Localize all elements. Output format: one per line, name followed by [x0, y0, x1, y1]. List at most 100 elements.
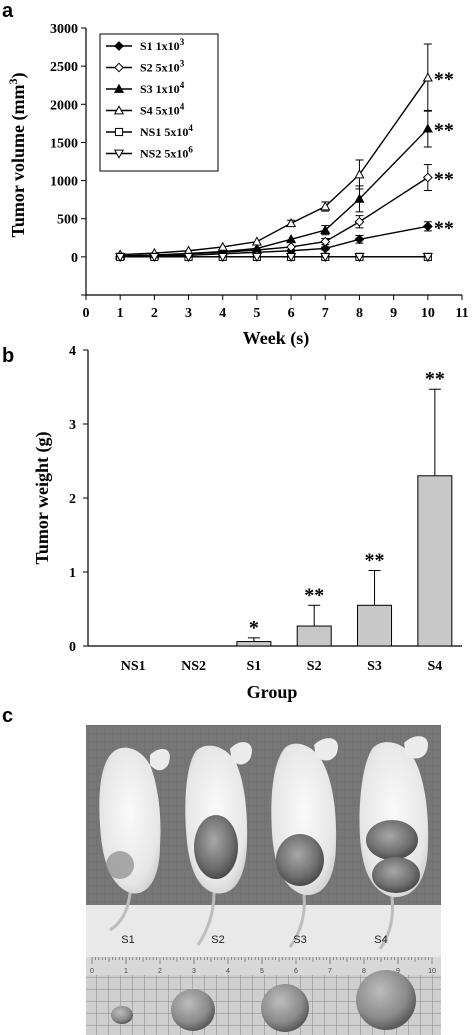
x-tick-label: S1	[246, 659, 261, 674]
x-tick-label: 3	[185, 306, 192, 321]
data-point	[422, 172, 433, 183]
data-point	[320, 201, 331, 211]
data-point	[320, 224, 331, 235]
legend-marker	[113, 149, 125, 159]
ruler-number: 10	[428, 968, 436, 975]
ruler-number: 9	[396, 968, 400, 975]
x-tick-label: 11	[455, 306, 468, 321]
x-tick-label: NS1	[121, 659, 146, 674]
data-point	[183, 252, 194, 263]
data-point	[354, 252, 365, 263]
significance-marker: **	[304, 584, 324, 606]
data-point	[320, 243, 331, 254]
data-point	[422, 123, 433, 133]
y-tick-label: 1000	[50, 175, 78, 190]
x-tick-label: 7	[322, 306, 329, 321]
legend-box	[99, 33, 219, 172]
panel-letter-b: b	[2, 345, 15, 367]
x-tick-label: 10	[421, 306, 435, 321]
x-tick-label: 6	[288, 306, 295, 321]
bar-S2	[296, 625, 332, 647]
tumor-photograph: 0 1 2 3 4 5 6 7 8 9 10 S1 S2 S3 S4	[86, 725, 441, 1035]
x-tick-label: 2	[151, 306, 158, 321]
data-point	[422, 221, 433, 232]
x-tick-label: S4	[427, 659, 442, 674]
ruler-number: 8	[362, 968, 366, 975]
y-tick-label: 2	[69, 492, 76, 507]
legend-marker	[114, 62, 124, 73]
bar-S3	[357, 604, 393, 647]
data-point	[422, 252, 433, 263]
ruler-number: 3	[192, 968, 196, 975]
legend-marker	[114, 41, 124, 51]
data-point	[286, 234, 297, 244]
data-point	[286, 242, 296, 252]
ruler-number: 1	[124, 968, 128, 975]
tumor-weight-bar-chart: Tumor weight (g) Group 0 1 2 3 4 NS1 NS2 S1 * S2 *…	[32, 344, 462, 702]
x-tick-label: 1	[117, 306, 124, 321]
y-axis-title: Tumor weight (g)	[32, 431, 53, 564]
y-tick-label: 1500	[50, 136, 78, 151]
excised-tumor-s1	[111, 1006, 133, 1024]
legend-marker	[113, 83, 125, 93]
data-point	[251, 236, 262, 246]
x-tick-label: 9	[390, 306, 397, 321]
y-tick-label: 4	[69, 344, 76, 359]
significance-marker: **	[365, 550, 385, 572]
y-tick-label: 2000	[50, 98, 78, 113]
panel-letter-a: a	[2, 0, 14, 22]
legend-label: S4 5x104	[140, 102, 185, 118]
mouse-s2	[185, 742, 252, 946]
photo-label-s2: S2	[211, 934, 224, 946]
y-axis-title: Tumor volume (mm3)	[6, 73, 29, 238]
y-tick-label: 1	[69, 566, 76, 581]
ruler	[86, 957, 441, 975]
ruler-number: 0	[90, 968, 94, 975]
y-tick-label: 3	[69, 418, 76, 433]
data-point	[217, 252, 228, 263]
panel-letter-c: c	[2, 705, 14, 727]
legend-label: S2 5x103	[140, 59, 185, 75]
x-tick-label: NS2	[181, 659, 206, 674]
significance-marker: **	[434, 120, 454, 142]
legend-marker	[114, 127, 124, 137]
bar-S4	[417, 475, 453, 647]
data-point	[422, 72, 433, 82]
ruler-ticks: 0 1 2 3 4 5 6 7 8 9 10	[90, 957, 436, 975]
series-4	[115, 43, 433, 259]
data-point	[217, 241, 228, 251]
ruler-number: 2	[158, 968, 162, 975]
data-point	[115, 252, 126, 263]
legend-label: S3 1x104	[140, 80, 185, 96]
ruler-number: 7	[328, 968, 332, 975]
data-point	[286, 218, 297, 228]
series-2	[115, 164, 433, 262]
mouse-s3	[271, 738, 338, 948]
ruler-number: 4	[226, 968, 230, 975]
data-point	[320, 252, 331, 263]
x-tick-label: 0	[83, 306, 90, 321]
significance-marker: **	[434, 169, 454, 191]
x-tick-label: 5	[253, 306, 260, 321]
x-tick-label: S2	[307, 659, 322, 674]
data-point	[354, 234, 365, 245]
mouse-s4	[359, 736, 429, 950]
excised-tumor-s2	[171, 989, 215, 1031]
excised-tumor-s4	[356, 970, 416, 1030]
x-tick-label: 4	[219, 306, 226, 321]
excised-tumor-s3	[261, 984, 309, 1032]
y-tick-label: 500	[57, 213, 78, 228]
ruler-number: 6	[294, 968, 298, 975]
photo-label-s4: S4	[374, 934, 387, 946]
legend-label: NS2 5x106	[140, 145, 193, 161]
data-point	[354, 193, 365, 203]
data-point	[251, 252, 262, 263]
data-point	[149, 252, 160, 263]
significance-marker: **	[434, 217, 454, 239]
data-point	[354, 216, 365, 227]
x-axis-title: Group	[247, 682, 298, 702]
bar-S1	[236, 641, 272, 647]
legend-label: S1 1x103	[140, 37, 185, 53]
significance-marker: **	[434, 69, 454, 91]
ruler-number: 5	[260, 968, 264, 975]
